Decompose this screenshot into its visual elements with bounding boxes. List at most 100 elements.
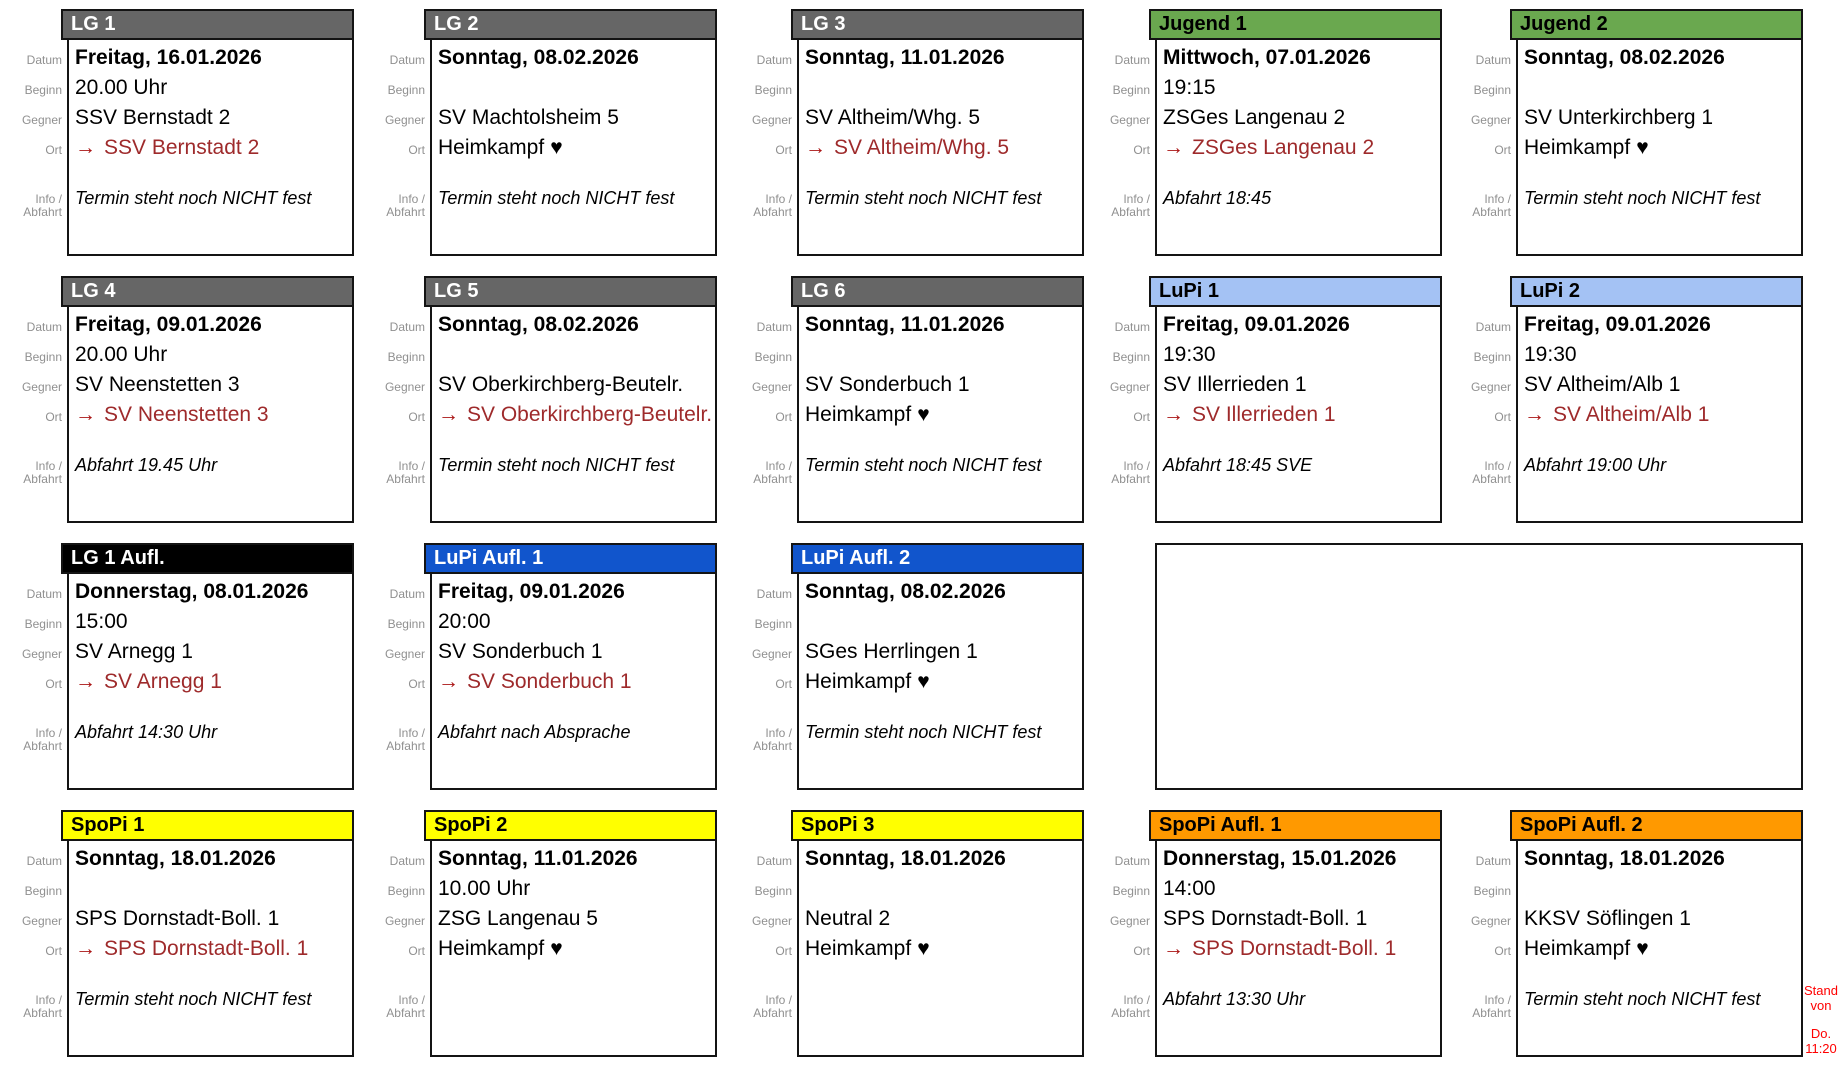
match-date: Donnerstag, 15.01.2026 [1163, 847, 1397, 870]
field-labels: Datum Beginn Gegner Ort Info / Abfahrt [1088, 276, 1155, 523]
field-labels: Datum Beginn Gegner Ort Info / Abfahrt [363, 810, 430, 1057]
team-card-body: Sonntag, 18.01.2026 KKSV Söflingen 1 →He… [1516, 841, 1803, 1057]
match-time [799, 874, 1082, 904]
label-info-line1: Info / [1123, 993, 1150, 1007]
location-text[interactable]: SPS Dornstadt-Boll. 1 [104, 937, 309, 960]
location-text[interactable]: SPS Dornstadt-Boll. 1 [1192, 937, 1397, 960]
match-card: Datum Beginn Gegner Ort Info / Abfahrt Sp… [1449, 810, 1803, 1057]
label-datum: Datum [1114, 320, 1150, 334]
label-ort: Ort [45, 410, 62, 424]
match-time [69, 874, 352, 904]
label-info-abfahrt: Info / Abfahrt [1083, 460, 1150, 486]
location-text[interactable]: SV Neenstetten 3 [104, 403, 269, 426]
location-line: →Heimkampf♥ [799, 667, 1082, 697]
match-date: Sonntag, 11.01.2026 [805, 46, 1005, 69]
label-ort: Ort [775, 677, 792, 691]
team-card: LG 5 Sonntag, 08.02.2026 SV Oberkirchber… [424, 276, 717, 523]
label-datum: Datum [1114, 854, 1150, 868]
location-text[interactable]: SV Illerrieden 1 [1192, 403, 1336, 426]
match-card: Datum Beginn Gegner Ort Info / Abfahrt Lu… [1088, 276, 1442, 523]
team-card: LG 2 Sonntag, 08.02.2026 SV Machtolsheim… [424, 9, 717, 256]
match-card: Datum Beginn Gegner Ort Info / Abfahrt Ju… [1088, 9, 1442, 256]
location-text[interactable]: SV Arnegg 1 [104, 670, 222, 693]
opponent-name: SV Illerrieden 1 [1163, 373, 1307, 396]
team-card: Jugend 2 Sonntag, 08.02.2026 SV Unterkir… [1510, 9, 1803, 256]
match-date: Freitag, 09.01.2026 [1524, 313, 1711, 336]
label-ort: Ort [408, 410, 425, 424]
location-text[interactable]: SSV Bernstadt 2 [104, 136, 260, 159]
info-abfahrt-text: Abfahrt nach Absprache [438, 722, 631, 742]
match-date: Freitag, 16.01.2026 [75, 46, 262, 69]
away-arrow-icon: → [805, 136, 826, 159]
label-beginn: Beginn [387, 884, 425, 898]
label-info-line2: Abfahrt [753, 739, 792, 753]
label-info-line2: Abfahrt [23, 1006, 62, 1020]
info-abfahrt-text: Abfahrt 13:30 Uhr [1163, 989, 1306, 1009]
team-card: LG 1 Freitag, 16.01.2026 20.00 Uhr SSV B… [61, 9, 354, 256]
match-date: Sonntag, 08.02.2026 [438, 313, 639, 336]
label-gegner: Gegner [384, 647, 425, 661]
match-date: Sonntag, 08.02.2026 [1524, 46, 1725, 69]
info-abfahrt-text: Termin steht noch NICHT fest [805, 188, 1042, 208]
team-card-body: Freitag, 09.01.2026 19:30 SV Illerrieden… [1155, 307, 1442, 523]
team-card-body: Freitag, 09.01.2026 20.00 Uhr SV Neenste… [67, 307, 354, 523]
label-ort: Ort [408, 677, 425, 691]
label-info-abfahrt: Info / Abfahrt [1444, 193, 1511, 219]
label-datum: Datum [756, 53, 792, 67]
label-gegner: Gegner [1470, 113, 1511, 127]
label-ort: Ort [1133, 410, 1150, 424]
label-info-line2: Abfahrt [753, 1006, 792, 1020]
label-beginn: Beginn [24, 83, 62, 97]
empty-slot [1155, 543, 1803, 790]
label-info-abfahrt: Info / Abfahrt [725, 727, 792, 753]
label-info-line2: Abfahrt [386, 205, 425, 219]
match-time: 20.00 Uhr [75, 343, 168, 366]
opponent-name: SV Altheim/Whg. 5 [805, 106, 981, 129]
label-info-line1: Info / [35, 993, 62, 1007]
label-beginn: Beginn [387, 83, 425, 97]
location-text[interactable]: SV Oberkirchberg-Beutelr. [467, 403, 713, 426]
label-datum: Datum [756, 587, 792, 601]
label-gegner: Gegner [384, 113, 425, 127]
team-card-body: Freitag, 16.01.2026 20.00 Uhr SSV Bernst… [67, 40, 354, 256]
match-date: Sonntag, 18.01.2026 [1524, 847, 1725, 870]
team-card: LG 1 Aufl. Donnerstag, 08.01.2026 15:00 … [61, 543, 354, 790]
label-ort: Ort [1494, 143, 1511, 157]
team-card-header: LG 3 [791, 9, 1084, 40]
team-card-header: SpoPi 2 [424, 810, 717, 841]
team-card: LuPi 1 Freitag, 09.01.2026 19:30 SV Ille… [1149, 276, 1442, 523]
update-note: Stand von Do. 11:20 [1799, 983, 1843, 1056]
info-abfahrt-text: Abfahrt 19:00 Uhr [1524, 455, 1667, 475]
opponent-name: ZSG Langenau 5 [438, 907, 598, 930]
location-line: →SSV Bernstadt 2♥ [69, 133, 352, 163]
label-info-line1: Info / [1484, 192, 1511, 206]
opponent-name: SV Sonderbuch 1 [805, 373, 970, 396]
info-abfahrt-text [432, 984, 715, 1014]
location-text[interactable]: SV Altheim/Whg. 5 [834, 136, 1010, 159]
field-labels: Datum Beginn Gegner Ort Info / Abfahrt [0, 276, 67, 523]
info-abfahrt-text: Termin steht noch NICHT fest [438, 188, 675, 208]
field-labels: Datum Beginn Gegner Ort Info / Abfahrt [363, 276, 430, 523]
heart-icon: ♥ [917, 403, 930, 426]
team-card-body: Sonntag, 08.02.2026 SV Unterkirchberg 1 … [1516, 40, 1803, 256]
label-gegner: Gegner [751, 647, 792, 661]
location-text[interactable]: SV Sonderbuch 1 [467, 670, 632, 693]
team-card: SpoPi 2 Sonntag, 11.01.2026 10.00 Uhr ZS… [424, 810, 717, 1057]
match-card: Datum Beginn Gegner Ort Info / Abfahrt LG… [363, 9, 717, 256]
label-beginn: Beginn [1473, 350, 1511, 364]
match-time [432, 340, 715, 370]
opponent-name: KKSV Söflingen 1 [1524, 907, 1691, 930]
team-card-body: Sonntag, 08.02.2026 SV Oberkirchberg-Beu… [430, 307, 717, 523]
label-datum: Datum [389, 854, 425, 868]
team-card-body: Sonntag, 11.01.2026 SV Sonderbuch 1 →Hei… [797, 307, 1084, 523]
location-text: Heimkampf [805, 403, 912, 426]
team-card-header: LuPi Aufl. 2 [791, 543, 1084, 574]
opponent-name: SPS Dornstadt-Boll. 1 [1163, 907, 1368, 930]
match-card: Datum Beginn Gegner Ort Info / Abfahrt Lu… [363, 543, 717, 790]
location-text[interactable]: SV Altheim/Alb 1 [1553, 403, 1710, 426]
location-text[interactable]: ZSGes Langenau 2 [1192, 136, 1375, 159]
label-beginn: Beginn [754, 884, 792, 898]
label-beginn: Beginn [387, 617, 425, 631]
match-time [1518, 73, 1801, 103]
field-labels: Datum Beginn Gegner Ort Info / Abfahrt [730, 543, 797, 790]
